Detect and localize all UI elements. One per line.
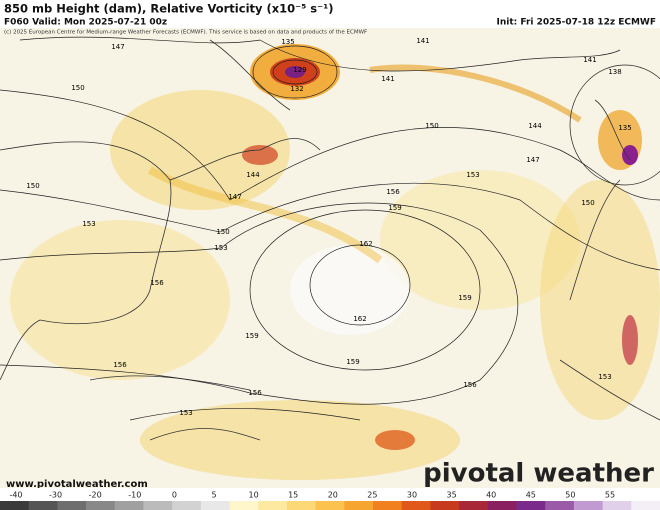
- contour-label: 147: [111, 43, 124, 51]
- colorbar-tick-label: 15: [288, 491, 298, 500]
- colorbar-swatch: [373, 501, 403, 510]
- contour-label: 129: [293, 66, 306, 74]
- contour-label: 144: [246, 171, 260, 179]
- colorbar-swatch: [487, 501, 518, 510]
- title: 850 mb Height (dam), Relative Vorticity …: [4, 2, 334, 16]
- contour-label: 135: [281, 38, 294, 46]
- height-contours: [0, 36, 660, 421]
- colorbar-swatch: [286, 501, 317, 510]
- contour-label: 150: [71, 84, 84, 92]
- init-time: Init: Fri 2025-07-18 12z ECMWF: [497, 18, 657, 28]
- colorbar-tick-label: 10: [249, 491, 259, 500]
- contour-label: 156: [113, 361, 127, 369]
- colorbar-tick-label: 45: [526, 491, 536, 500]
- colorbar-swatch: [631, 501, 660, 510]
- contour-label: 156: [248, 389, 262, 397]
- colorbar-swatch: [57, 501, 87, 510]
- contour-label: 132: [290, 85, 303, 93]
- colorbar: -40 -30 -20 -10 0 5 10 15 20 25 30 35 40 45 50 55: [0, 491, 660, 510]
- colorbar-tick-label: 30: [407, 491, 417, 500]
- colorbar-swatch: [430, 501, 460, 510]
- contour-label: 162: [359, 240, 372, 248]
- contour-label: 156: [463, 381, 477, 389]
- colorbar-tick-label: 55: [605, 491, 615, 500]
- contour-labels: 147 135 141 141 129 132 141 138 135 150 150 144 147 1…: [26, 37, 631, 417]
- colorbar-swatch: [28, 501, 58, 510]
- contour-label: 162: [353, 315, 366, 323]
- contour-label: 135: [618, 124, 631, 132]
- contour-label: 138: [608, 68, 621, 76]
- contour-label: 150: [581, 199, 594, 207]
- contour-label: 159: [245, 332, 258, 340]
- contour-label: 153: [179, 409, 192, 417]
- contour-label: 144: [528, 122, 542, 130]
- contour-label: 141: [381, 75, 394, 83]
- contour-label: 153: [82, 220, 95, 228]
- colorbar-tick-label: 40: [486, 491, 496, 500]
- contour-label: 156: [150, 279, 164, 287]
- colorbar-swatch: [315, 501, 345, 510]
- colorbar-swatch: [200, 501, 231, 510]
- colorbar-tick-label: 35: [447, 491, 457, 500]
- colorbar-swatch: [114, 501, 144, 510]
- colorbar-swatch: [545, 501, 575, 510]
- header-band: [0, 0, 660, 28]
- colorbar-swatch: [229, 501, 259, 510]
- colorbar-swatch: [516, 501, 546, 510]
- colorbar-tick-label: -10: [128, 491, 141, 500]
- copyright: (c) 2025 European Centre for Medium-rang…: [4, 30, 367, 36]
- contour-label: 159: [388, 204, 401, 212]
- colorbar-swatch: [172, 501, 202, 510]
- contour-label: 153: [598, 373, 611, 381]
- colorbar-swatch: [86, 501, 116, 510]
- map-field: [0, 28, 660, 488]
- contour-label: 150: [216, 228, 229, 236]
- coastlines: [0, 39, 660, 441]
- logo: pivotal weather: [423, 459, 654, 489]
- contour-label: 159: [458, 294, 471, 302]
- colorbar-swatch: [602, 501, 632, 510]
- contour-label: 153: [214, 244, 227, 252]
- colorbar-tick-label: -30: [49, 491, 62, 500]
- colorbar-swatch: [258, 501, 288, 510]
- colorbar-tick-label: 5: [211, 491, 216, 500]
- contour-label: 147: [526, 156, 539, 164]
- contour-label: 141: [583, 56, 596, 64]
- colorbar-tick-label: -20: [89, 491, 102, 500]
- colorbar-tick-label: 25: [367, 491, 377, 500]
- colorbar-tick-label: -40: [9, 491, 22, 500]
- contour-label: 159: [346, 358, 359, 366]
- valid-time: F060 Valid: Mon 2025-07-21 00z: [4, 18, 167, 28]
- contour-label: 147: [228, 193, 241, 201]
- colorbar-swatch: [0, 501, 30, 510]
- website: www.pivotalweather.com: [6, 479, 148, 490]
- colorbar-swatch: [459, 501, 489, 510]
- contour-label: 141: [416, 37, 429, 45]
- contour-label: 150: [425, 122, 438, 130]
- colorbar-tick-label: 20: [328, 491, 338, 500]
- colorbar-swatch: [143, 501, 173, 510]
- colorbar-swatch: [344, 501, 374, 510]
- contour-label: 156: [386, 188, 400, 196]
- contour-label: 153: [466, 171, 479, 179]
- colorbar-tick-label: 50: [565, 491, 575, 500]
- colorbar-swatch: [401, 501, 431, 510]
- colorbar-tick-label: 0: [172, 491, 177, 500]
- colorbar-swatch: [573, 501, 604, 510]
- contour-label: 150: [26, 182, 39, 190]
